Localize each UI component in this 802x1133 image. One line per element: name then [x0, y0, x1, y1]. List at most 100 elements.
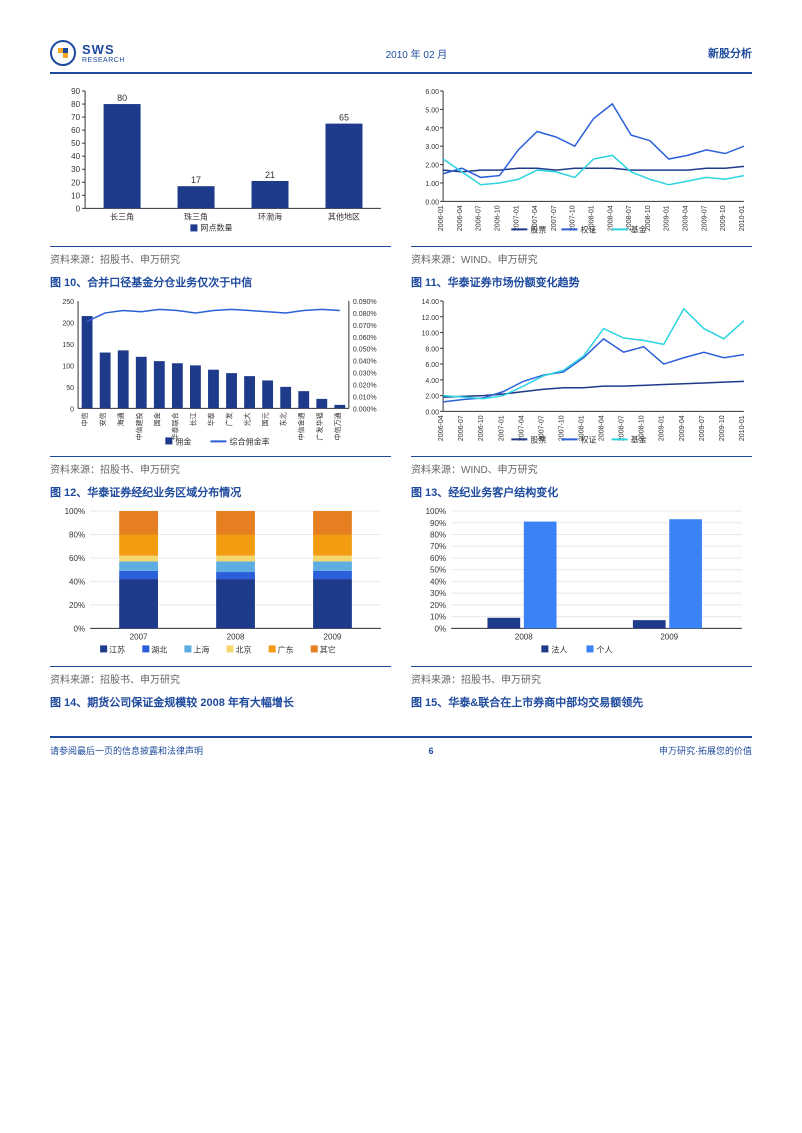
svg-text:50: 50 — [66, 385, 74, 392]
svg-text:40%: 40% — [69, 577, 85, 586]
svg-text:2010-01: 2010-01 — [739, 415, 746, 441]
svg-text:20%: 20% — [69, 601, 85, 610]
svg-text:安信: 安信 — [98, 412, 107, 426]
svg-text:150: 150 — [62, 342, 74, 349]
svg-text:0.00: 0.00 — [425, 199, 439, 206]
svg-text:250: 250 — [62, 299, 74, 306]
svg-text:北京: 北京 — [236, 644, 252, 654]
caption-combo: 资料来源：招股书、申万研究 — [50, 456, 391, 480]
svg-text:2009-01: 2009-01 — [664, 205, 671, 231]
svg-text:60: 60 — [71, 126, 80, 135]
svg-text:200: 200 — [62, 320, 74, 327]
svg-text:10.00: 10.00 — [422, 331, 440, 338]
svg-text:80: 80 — [117, 93, 127, 103]
svg-text:8.00: 8.00 — [425, 346, 439, 353]
footer-left: 请参阅最后一页的信息披露和法律声明 — [50, 744, 203, 757]
svg-text:股票: 股票 — [530, 435, 546, 444]
svg-text:40%: 40% — [430, 577, 446, 586]
chart-line-market2: 0.002.004.006.008.0010.0012.0014.002006-… — [411, 296, 752, 446]
fig11-title: 图 11、华泰证券市场份额变化趋势 — [411, 270, 752, 296]
svg-text:30%: 30% — [430, 589, 446, 598]
svg-text:2008-04: 2008-04 — [607, 205, 614, 231]
svg-text:2009-07: 2009-07 — [699, 415, 706, 441]
svg-text:2.00: 2.00 — [425, 394, 439, 401]
svg-text:5.00: 5.00 — [425, 107, 439, 114]
page-header: SWS RESEARCH 2010 年 02 月 新股分析 — [50, 40, 752, 74]
svg-text:0.070%: 0.070% — [353, 323, 377, 330]
svg-text:2007-10: 2007-10 — [558, 415, 565, 441]
svg-text:中信: 中信 — [80, 412, 89, 426]
svg-text:6.00: 6.00 — [425, 89, 439, 96]
svg-text:0.050%: 0.050% — [353, 347, 377, 354]
svg-text:90%: 90% — [430, 519, 446, 528]
chart-bar-regions: 010203040506070809080长三角17珠三角21环渤海65其他地区… — [50, 86, 391, 236]
svg-text:中信万通: 中信万通 — [333, 412, 342, 440]
caption-group: 资料来源：招股书、申万研究 — [411, 666, 752, 690]
svg-text:环渤海: 环渤海 — [258, 211, 282, 221]
svg-text:法人: 法人 — [551, 644, 567, 654]
svg-text:广发华福: 广发华福 — [315, 412, 324, 440]
svg-text:0.00: 0.00 — [425, 409, 439, 416]
svg-text:0%: 0% — [74, 624, 86, 633]
svg-text:0.020%: 0.020% — [353, 382, 377, 389]
svg-text:2007-01: 2007-01 — [498, 415, 505, 441]
page-footer: 请参阅最后一页的信息披露和法律声明 6 申万研究·拓展您的价值 — [50, 736, 752, 757]
svg-text:江苏: 江苏 — [109, 644, 125, 654]
svg-text:综合佣金率: 综合佣金率 — [230, 436, 270, 446]
fig10-title: 图 10、合并口径基金分仓业务仅次于中信 — [50, 270, 391, 296]
svg-text:17: 17 — [191, 175, 201, 185]
logo-icon — [50, 40, 76, 66]
svg-text:2006-10: 2006-10 — [478, 415, 485, 441]
svg-text:2007-07: 2007-07 — [551, 205, 558, 231]
footer-right: 申万研究·拓展您的价值 — [659, 744, 752, 757]
svg-text:60%: 60% — [430, 554, 446, 563]
svg-text:2010-01: 2010-01 — [739, 205, 746, 231]
svg-text:0%: 0% — [435, 624, 447, 633]
svg-text:中信金通: 中信金通 — [297, 412, 306, 440]
svg-text:2008-07: 2008-07 — [619, 415, 626, 441]
svg-text:权证: 权证 — [580, 224, 596, 234]
svg-text:其它: 其它 — [320, 644, 336, 654]
caption-line2: 资料来源：WIND、申万研究 — [411, 456, 752, 480]
svg-text:国金: 国金 — [152, 412, 161, 426]
svg-text:2007-10: 2007-10 — [570, 205, 577, 231]
svg-text:中信建投: 中信建投 — [134, 412, 143, 440]
svg-text:基金: 基金 — [631, 224, 647, 234]
svg-text:80: 80 — [71, 100, 80, 109]
svg-text:2009-04: 2009-04 — [683, 205, 690, 231]
svg-text:100%: 100% — [426, 507, 447, 516]
svg-text:70%: 70% — [430, 542, 446, 551]
svg-text:广发: 广发 — [225, 412, 234, 426]
svg-text:0.060%: 0.060% — [353, 335, 377, 342]
svg-text:50: 50 — [71, 139, 80, 148]
svg-text:华泰: 华泰 — [206, 412, 215, 426]
svg-text:广东: 广东 — [278, 644, 294, 654]
svg-text:2006-04: 2006-04 — [457, 205, 464, 231]
svg-text:股票: 股票 — [530, 225, 546, 234]
svg-text:2009-04: 2009-04 — [679, 415, 686, 441]
svg-text:10: 10 — [71, 191, 80, 200]
svg-text:60%: 60% — [69, 554, 85, 563]
svg-text:个人: 个人 — [597, 645, 613, 654]
svg-text:100%: 100% — [65, 507, 86, 516]
svg-text:光大: 光大 — [243, 412, 252, 426]
svg-text:2009-01: 2009-01 — [659, 415, 666, 441]
svg-text:0.080%: 0.080% — [353, 311, 377, 318]
chart-combo-commission: 0501001502002500.000%0.010%0.020%0.030%0… — [50, 296, 391, 446]
logo: SWS RESEARCH — [50, 40, 125, 66]
svg-text:0.040%: 0.040% — [353, 359, 377, 366]
svg-text:65: 65 — [339, 113, 349, 123]
svg-text:海通: 海通 — [116, 412, 125, 426]
svg-text:40: 40 — [71, 152, 80, 161]
header-doc-type: 新股分析 — [708, 45, 752, 61]
svg-text:2009: 2009 — [660, 632, 678, 641]
svg-text:珠三角: 珠三角 — [184, 211, 208, 221]
svg-text:0.010%: 0.010% — [353, 394, 377, 401]
svg-text:2006-07: 2006-07 — [458, 415, 465, 441]
fig13-title: 图 13、经纪业务客户结构变化 — [411, 480, 752, 506]
svg-text:2009: 2009 — [324, 632, 342, 641]
svg-text:2006-10: 2006-10 — [495, 205, 502, 231]
fig14-title: 图 14、期货公司保证金规模较 2008 年有大幅增长 — [50, 690, 391, 716]
svg-text:2007: 2007 — [130, 632, 148, 641]
svg-text:2.00: 2.00 — [425, 163, 439, 170]
